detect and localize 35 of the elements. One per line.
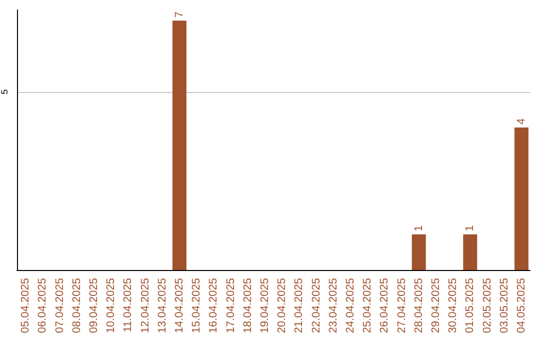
x-tick-label: 04.05.2025 — [515, 278, 528, 334]
x-tick-label: 06.04.2025 — [36, 278, 49, 334]
x-tick-label: 17.04.2025 — [224, 278, 237, 334]
x-tick-label: 02.05.2025 — [481, 278, 494, 334]
data-label: 1 — [464, 225, 476, 232]
x-tick-label: 14.04.2025 — [173, 278, 186, 334]
x-tick-label: 21.04.2025 — [293, 278, 306, 334]
x-tick-label: 05.04.2025 — [20, 278, 32, 334]
x-tick-label: 07.04.2025 — [54, 278, 66, 334]
x-tick-label: 26.04.2025 — [378, 278, 391, 334]
x-tick-label: 29.04.2025 — [430, 278, 442, 334]
x-tick-label: 16.04.2025 — [208, 278, 220, 334]
x-tick-label: 18.04.2025 — [242, 278, 254, 334]
x-tick-label: 13.04.2025 — [156, 278, 168, 334]
data-label: 1 — [412, 225, 425, 232]
x-tick-label: 20.04.2025 — [276, 278, 288, 334]
data-label: 7 — [173, 12, 186, 18]
x-tick-label: 09.04.2025 — [88, 278, 100, 334]
x-tick-label: 19.04.2025 — [258, 278, 271, 334]
data-label: 4 — [515, 118, 528, 125]
x-tick-label: 11.04.2025 — [122, 278, 134, 332]
x-tick-label: 24.04.2025 — [344, 278, 356, 334]
y-tick-label: 5 — [0, 89, 10, 94]
x-tick-label: 23.04.2025 — [327, 278, 340, 334]
x-tick-label: 15.04.2025 — [190, 278, 203, 334]
x-tick-label: 27.04.2025 — [396, 278, 408, 334]
x-tick-label: 25.04.2025 — [362, 278, 374, 334]
x-tick-label: 30.04.2025 — [447, 278, 460, 334]
x-tick-label: 28.04.2025 — [412, 278, 425, 334]
x-tick-label: 22.04.2025 — [310, 278, 322, 334]
x-tick-label: 12.04.2025 — [139, 278, 152, 334]
x-tick-label: 03.05.2025 — [498, 278, 510, 334]
x-tick-label: 10.04.2025 — [105, 278, 118, 334]
x-tick-label: 01.05.2025 — [464, 278, 476, 334]
x-tick-label: 08.04.2025 — [70, 278, 83, 334]
